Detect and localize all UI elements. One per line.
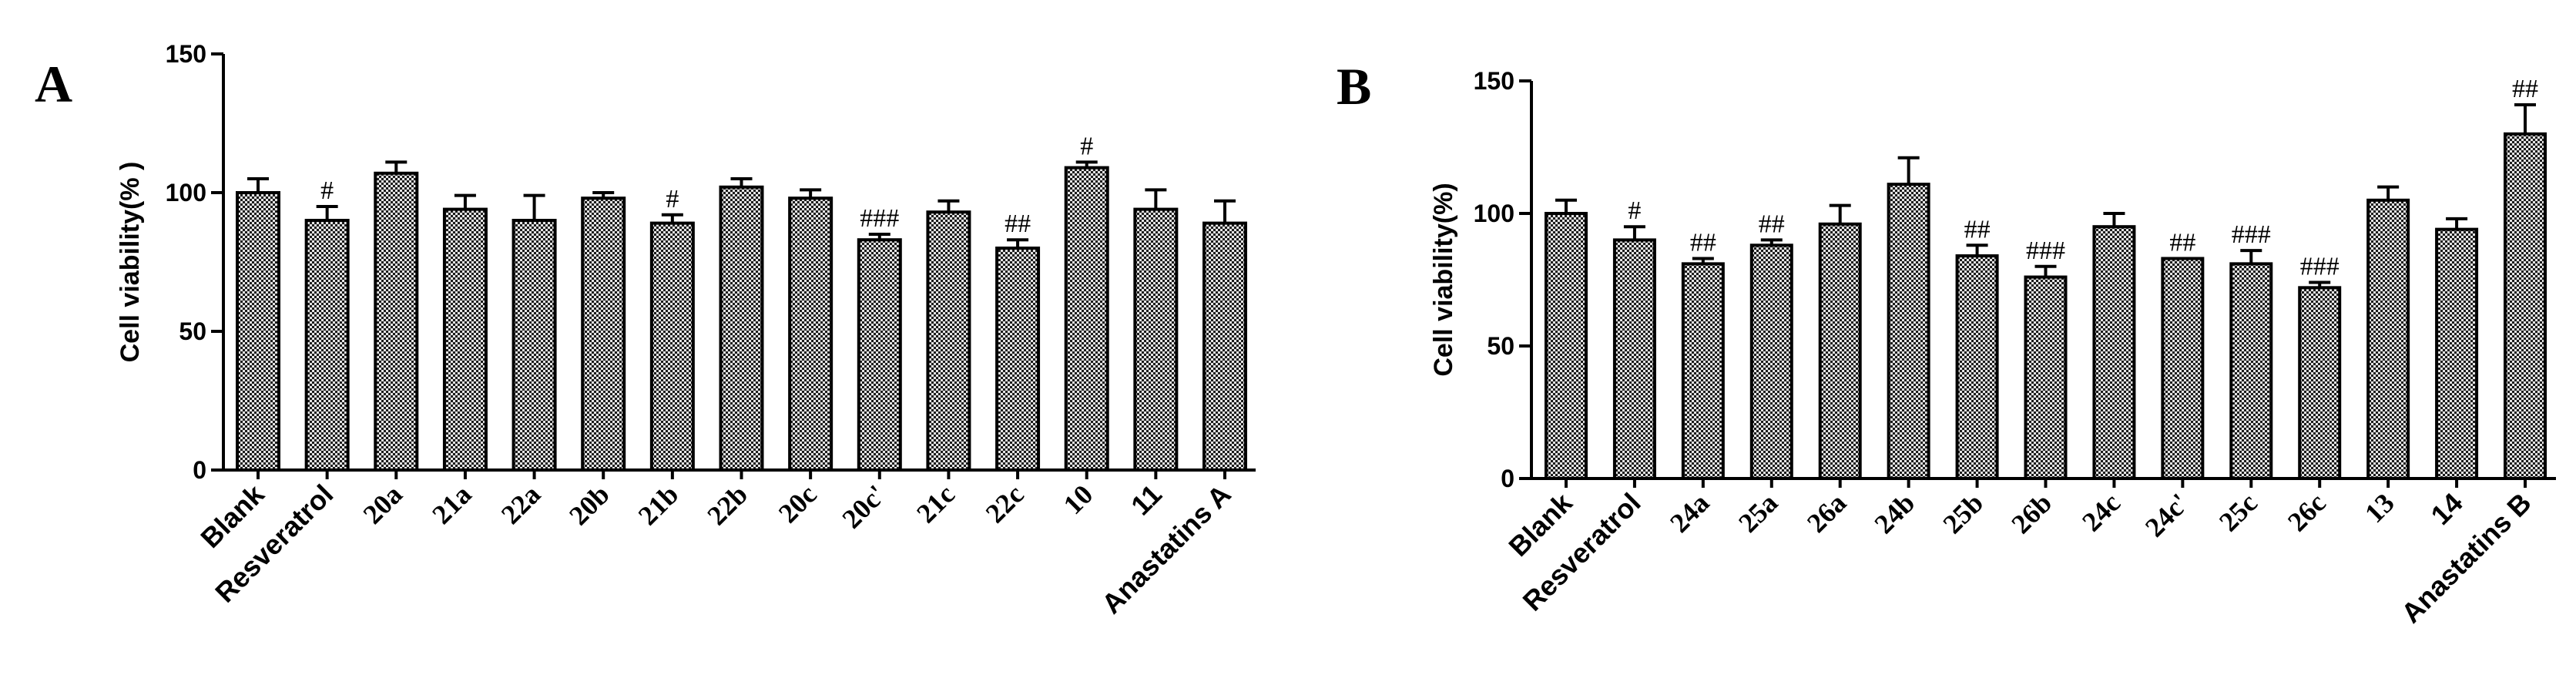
bar-20a bbox=[374, 171, 419, 472]
x-tick-label: 25b bbox=[1937, 487, 1989, 539]
y-tick-label: 0 bbox=[193, 456, 206, 484]
bar-24b bbox=[1887, 183, 1930, 480]
panel-label: B bbox=[1337, 57, 1371, 116]
y-axis-label: Cell viability(%) bbox=[1429, 183, 1458, 376]
significance-marker: # bbox=[320, 176, 334, 205]
x-tick-label: 20a bbox=[357, 479, 408, 529]
x-tick-label: 10 bbox=[1058, 479, 1099, 520]
bar-11 bbox=[1133, 207, 1179, 472]
x-tick-label: 24b bbox=[1868, 487, 1920, 539]
significance-marker: ## bbox=[2169, 228, 2195, 257]
bar-blank bbox=[1545, 212, 1588, 480]
x-tick-label: 11 bbox=[1125, 479, 1168, 522]
bar-24a bbox=[1681, 262, 1725, 480]
significance-marker: # bbox=[666, 185, 679, 213]
bar-14 bbox=[2435, 227, 2479, 480]
x-tick-label: 14 bbox=[2424, 487, 2468, 531]
bar-resveratrol bbox=[304, 219, 350, 472]
significance-marker: # bbox=[1080, 132, 1093, 160]
significance-marker: ## bbox=[1005, 210, 1031, 238]
x-tick-label: 21c bbox=[911, 479, 961, 529]
panel-label: A bbox=[35, 55, 72, 113]
bar-20c- bbox=[857, 238, 902, 472]
significance-marker: ### bbox=[860, 204, 899, 233]
bar-anastatins-b bbox=[2504, 132, 2547, 481]
bar-26a bbox=[1818, 222, 1862, 480]
significance-marker: ### bbox=[2300, 252, 2340, 280]
bar-25b bbox=[1955, 254, 1999, 480]
bar-26c bbox=[2298, 286, 2342, 480]
bar-24c bbox=[2092, 225, 2136, 480]
x-tick-label: 21b bbox=[632, 479, 685, 531]
bar-10 bbox=[1064, 166, 1109, 472]
y-axis-label: Cell viability(% ) bbox=[116, 162, 145, 363]
significance-marker: ## bbox=[1690, 228, 1716, 257]
x-tick-label: 26a bbox=[1801, 487, 1852, 538]
y-tick-label: 150 bbox=[166, 40, 206, 68]
bar-22b bbox=[719, 185, 764, 472]
significance-marker: ## bbox=[1759, 210, 1785, 238]
x-tick-label: 25a bbox=[1732, 487, 1783, 538]
bar-anastatins-a bbox=[1202, 221, 1247, 472]
y-tick-label: 100 bbox=[1474, 200, 1514, 227]
significance-marker: ### bbox=[2232, 220, 2271, 249]
x-tick-label: 22b bbox=[701, 479, 753, 531]
y-tick-label: 50 bbox=[1487, 332, 1514, 360]
y-tick-label: 0 bbox=[1501, 465, 1514, 492]
x-tick-label: 26c bbox=[2282, 487, 2332, 537]
bar-26b bbox=[2024, 275, 2068, 480]
y-tick-label: 100 bbox=[166, 179, 206, 207]
bar-24c- bbox=[2161, 257, 2205, 480]
bar-resveratrol bbox=[1612, 238, 1656, 480]
bar-21a bbox=[442, 207, 488, 472]
x-tick-label: 24c' bbox=[2139, 487, 2195, 542]
x-tick-label: 22c bbox=[980, 479, 1030, 529]
x-tick-label: 13 bbox=[2359, 487, 2400, 529]
x-tick-label: 21a bbox=[426, 479, 477, 529]
significance-marker: # bbox=[1628, 196, 1641, 225]
bar-21c bbox=[926, 210, 971, 472]
x-tick-label: 24c bbox=[2076, 487, 2126, 537]
x-tick-label: 22a bbox=[495, 479, 546, 529]
y-tick-label: 150 bbox=[1474, 67, 1514, 95]
x-tick-label: 24a bbox=[1664, 487, 1715, 538]
significance-marker: ## bbox=[2512, 75, 2538, 103]
x-tick-label: 25c bbox=[2213, 487, 2263, 537]
x-tick-label: 26b bbox=[2005, 487, 2058, 539]
y-tick-label: 50 bbox=[179, 317, 206, 345]
x-tick-label: 20c bbox=[773, 479, 823, 529]
x-tick-label: 20c' bbox=[836, 479, 891, 534]
bar-22a bbox=[512, 219, 557, 472]
bar-20c bbox=[788, 196, 834, 472]
x-tick-label: 20b bbox=[563, 479, 615, 531]
bar-22c bbox=[995, 247, 1041, 472]
significance-marker: ### bbox=[2026, 237, 2065, 265]
bar-13 bbox=[2366, 198, 2410, 480]
bar-blank bbox=[236, 191, 280, 472]
bar-21b bbox=[649, 221, 695, 472]
bar-20b bbox=[581, 196, 626, 472]
bar-25a bbox=[1749, 243, 1793, 480]
significance-marker: ## bbox=[1964, 215, 1991, 243]
bar-25c bbox=[2229, 262, 2273, 480]
